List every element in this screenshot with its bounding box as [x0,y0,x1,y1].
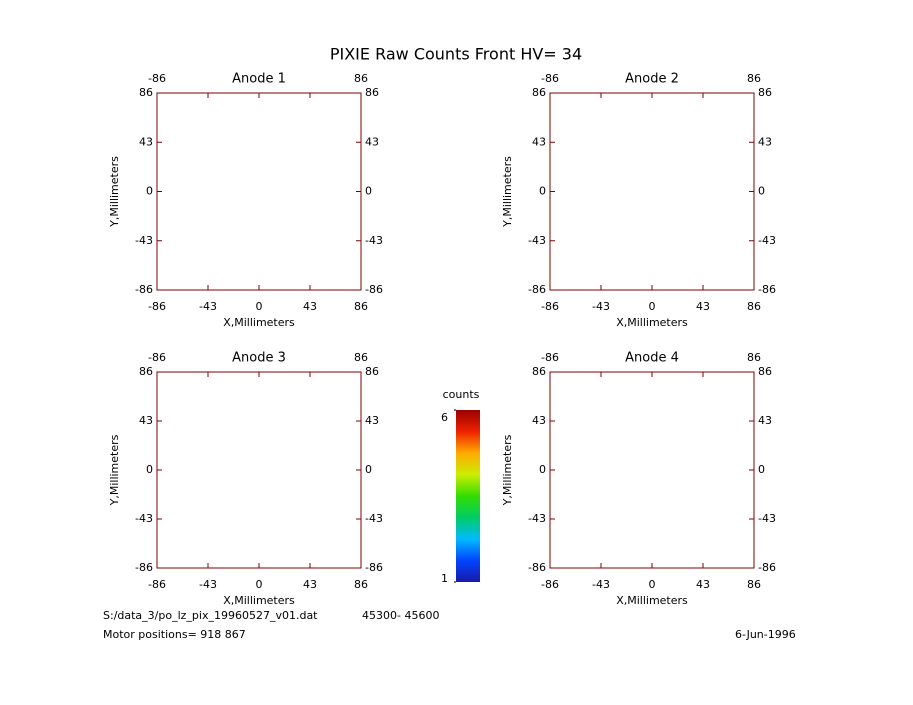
y-tick-label-right: 86 [758,86,772,99]
y-tick-label: 86 [532,86,546,99]
y-tick-label: 43 [139,414,153,427]
x-tick-label: 43 [696,578,710,591]
y-tick-label-right: 0 [365,463,372,476]
x-top-label: -86 [541,351,559,364]
y-tick-label: 86 [139,365,153,378]
y-tick-label: 86 [139,86,153,99]
colorbar-title: counts [443,388,480,401]
x-tick-label: -86 [541,300,559,313]
y-axis-label: Y,Millimeters [108,156,121,228]
plot-frame [549,371,755,569]
plot-frame [549,92,755,291]
x-tick-label: 86 [354,300,368,313]
y-tick-label-right: -43 [758,234,776,247]
colorbar-tick-label: 6 [441,411,448,424]
y-tick-label: -43 [135,512,153,525]
colorbar [456,410,480,582]
colorbar-tick-label: 1 [441,572,448,585]
plot-frame [156,371,362,569]
footer-motor: Motor positions= 918 867 [103,628,246,641]
x-tick-label: 43 [303,300,317,313]
footer-file: S:/data_3/po_lz_pix_19960527_v01.dat [103,609,318,622]
y-axis-label: Y,Millimeters [108,434,121,506]
y-tick-label: 43 [139,135,153,148]
x-axis-label: X,Millimeters [616,316,688,329]
footer-date: 6-Jun-1996 [735,628,796,641]
y-axis-label: Y,Millimeters [501,434,514,506]
x-tick-label: 86 [747,300,761,313]
x-tick-label: 86 [354,578,368,591]
x-tick-label: -86 [148,300,166,313]
y-tick-label: -86 [528,283,546,296]
y-tick-label: 0 [539,185,546,198]
panel-title: Anode 4 [625,351,679,366]
panel-title: Anode 3 [232,351,286,366]
x-top-label: -86 [148,351,166,364]
y-tick-label-right: 0 [365,185,372,198]
y-tick-label-right: 0 [758,463,765,476]
x-top-label: 86 [354,72,368,85]
y-tick-label-right: -86 [758,283,776,296]
x-tick-label: -43 [199,300,217,313]
x-top-label: 86 [354,351,368,364]
x-tick-label: 0 [256,300,263,313]
y-tick-label: 43 [532,414,546,427]
x-tick-label: 0 [256,578,263,591]
y-tick-label: -43 [135,234,153,247]
y-tick-label-right: -43 [365,512,383,525]
y-tick-label-right: 86 [365,365,379,378]
y-tick-label: -43 [528,512,546,525]
x-tick-label: 86 [747,578,761,591]
y-tick-label: -43 [528,234,546,247]
x-axis-label: X,Millimeters [616,594,688,607]
x-tick-label: -43 [592,578,610,591]
page-title: PIXIE Raw Counts Front HV= 34 [330,45,582,64]
y-tick-label: -86 [528,561,546,574]
x-top-label: -86 [148,72,166,85]
y-tick-label-right: -86 [365,561,383,574]
x-top-label: 86 [747,72,761,85]
y-tick-label: 43 [532,135,546,148]
plot-frame [156,92,362,291]
panel-title: Anode 1 [232,72,286,87]
x-tick-label: 0 [649,578,656,591]
y-tick-label-right: 43 [365,135,379,148]
x-top-label: -86 [541,72,559,85]
y-tick-label: -86 [135,561,153,574]
x-tick-label: -43 [592,300,610,313]
y-tick-label: 0 [146,185,153,198]
footer-range: 45300- 45600 [362,609,439,622]
y-tick-label-right: 86 [365,86,379,99]
x-tick-label: 0 [649,300,656,313]
y-axis-label: Y,Millimeters [501,156,514,228]
y-tick-label: 0 [539,463,546,476]
y-tick-label-right: -43 [758,512,776,525]
x-top-label: 86 [747,351,761,364]
panel-title: Anode 2 [625,72,679,87]
y-tick-label-right: 43 [758,414,772,427]
y-tick-label: -86 [135,283,153,296]
x-tick-label: 43 [303,578,317,591]
x-tick-label: -86 [541,578,559,591]
y-tick-label: 0 [146,463,153,476]
y-tick-label-right: -43 [365,234,383,247]
x-tick-label: -86 [148,578,166,591]
y-tick-label-right: -86 [758,561,776,574]
y-tick-label-right: 0 [758,185,765,198]
y-tick-label: 86 [532,365,546,378]
x-axis-label: X,Millimeters [223,316,295,329]
y-tick-label-right: 43 [758,135,772,148]
x-tick-label: 43 [696,300,710,313]
x-axis-label: X,Millimeters [223,594,295,607]
y-tick-label-right: -86 [365,283,383,296]
y-tick-label-right: 43 [365,414,379,427]
y-tick-label-right: 86 [758,365,772,378]
x-tick-label: -43 [199,578,217,591]
